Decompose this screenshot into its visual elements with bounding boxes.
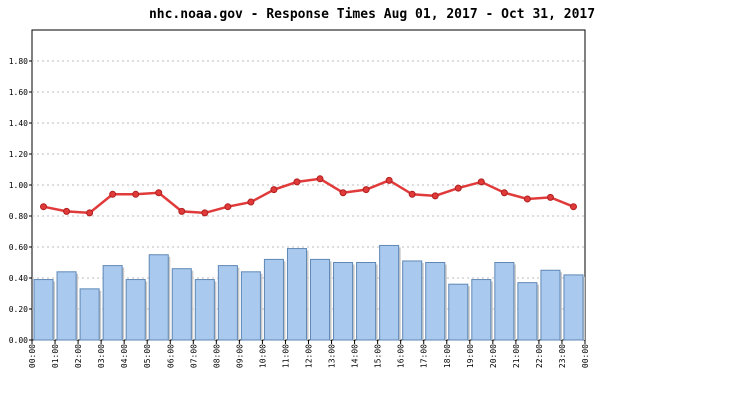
line-point [63, 207, 71, 215]
y-tick-label: 1.80 [9, 57, 28, 66]
bar [379, 244, 400, 341]
bar [356, 262, 377, 341]
bar [240, 271, 261, 341]
x-tick-label: 23:00 [558, 344, 567, 368]
line-point [201, 209, 209, 217]
bar [540, 269, 561, 341]
bar [448, 283, 469, 341]
y-tick-label: 0.00 [9, 336, 28, 345]
line-point [339, 189, 347, 197]
y-tick-label: 1.60 [9, 88, 28, 97]
bar [471, 279, 492, 341]
bar [402, 260, 423, 341]
x-tick-label: 02:00 [74, 344, 83, 368]
line-point [86, 209, 94, 217]
x-tick-label: 09:00 [235, 344, 244, 368]
x-tick-label: 03:00 [97, 344, 106, 368]
y-tick-label: 0.80 [9, 212, 28, 221]
x-tick-label: 05:00 [143, 344, 152, 368]
y-tick-label: 1.20 [9, 150, 28, 159]
bar [56, 271, 77, 341]
x-tick-label: 16:00 [397, 344, 406, 368]
line-point [178, 207, 186, 215]
x-tick-label: 01:00 [51, 344, 60, 368]
line-point [408, 190, 416, 198]
line-point [362, 186, 370, 194]
line-point [132, 190, 140, 198]
line-point [546, 193, 554, 201]
bar [33, 279, 54, 341]
bar [171, 268, 192, 341]
bar [263, 258, 284, 341]
y-tick-label: 0.20 [9, 305, 28, 314]
line-point [247, 198, 255, 206]
line-path [43, 177, 574, 215]
line-point [477, 178, 485, 186]
y-tick-label: 0.40 [9, 274, 28, 283]
line-point [500, 189, 508, 197]
bar [517, 282, 538, 341]
x-tick-label: 13:00 [328, 344, 337, 368]
bar-series [33, 244, 585, 341]
line-point [40, 203, 48, 211]
line-point [523, 195, 531, 203]
line-point [431, 192, 439, 200]
x-tick-label: 18:00 [443, 344, 452, 368]
line-point [569, 203, 577, 211]
x-tick-label: 22:00 [535, 344, 544, 368]
x-tick-label: 06:00 [166, 344, 175, 368]
y-tick-label: 1.40 [9, 119, 28, 128]
line-point [270, 186, 278, 194]
line-point [316, 175, 324, 183]
y-tick-label: 1.00 [9, 181, 28, 190]
bar [310, 258, 331, 341]
x-tick-label: 11:00 [281, 344, 290, 368]
line-point [224, 203, 232, 211]
line-series [40, 175, 577, 217]
x-tick-label: 00:00 [581, 344, 590, 368]
bar [194, 279, 215, 341]
x-axis-ticks: 00:00 01:00 02:00 03:00 04:00 05:00 06:00 07:00… [28, 340, 590, 368]
x-tick-label: 17:00 [420, 344, 429, 368]
x-tick-label: 12:00 [305, 344, 314, 368]
line-point [293, 178, 301, 186]
x-tick-label: 21:00 [512, 344, 521, 368]
x-tick-label: 04:00 [120, 344, 129, 368]
bar [494, 262, 515, 341]
y-axis-ticks: 0.00 0.20 0.40 0.60 0.80 1.00 1.20 1.40 1.60 1.80 [9, 57, 32, 345]
bar [563, 274, 584, 341]
x-tick-label: 19:00 [466, 344, 475, 368]
x-tick-label: 10:00 [258, 344, 267, 368]
bar [148, 254, 169, 341]
line-point [454, 184, 462, 192]
x-tick-label: 15:00 [374, 344, 383, 368]
x-tick-label: 07:00 [189, 344, 198, 368]
bar [102, 265, 123, 341]
x-tick-label: 20:00 [489, 344, 498, 368]
y-tick-label: 0.60 [9, 243, 28, 252]
bar [286, 248, 308, 341]
bar [79, 288, 100, 341]
x-tick-label: 08:00 [212, 344, 221, 368]
x-tick-label: 14:00 [351, 344, 360, 368]
bar [217, 265, 238, 341]
bar [425, 262, 446, 341]
line-point [109, 190, 117, 198]
line-point [155, 189, 163, 197]
bar [333, 262, 354, 341]
bar [125, 279, 146, 341]
chart-title: nhc.noaa.gov - Response Times Aug 01, 20… [149, 7, 595, 22]
x-tick-label: 00:00 [28, 344, 37, 368]
line-point [385, 176, 393, 184]
